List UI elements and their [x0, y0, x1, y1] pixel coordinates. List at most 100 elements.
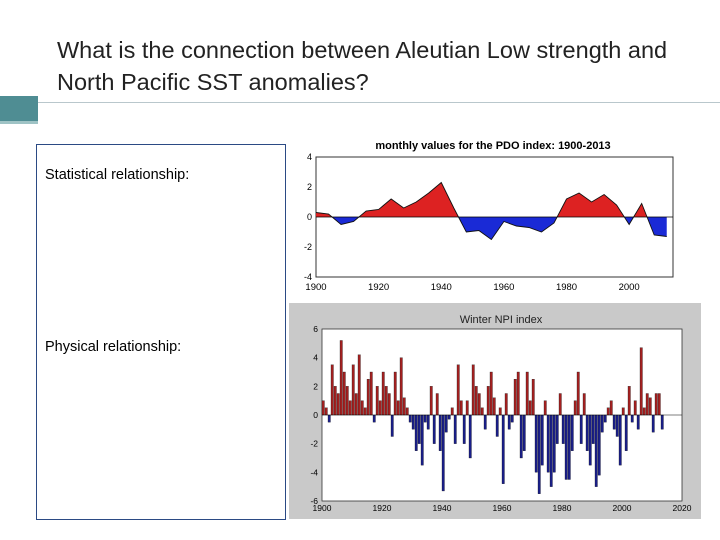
- pdo-y-tick-label: -2: [304, 242, 312, 252]
- npi-bar: [393, 371, 397, 416]
- npi-bar: [501, 414, 505, 484]
- npi-bar: [615, 414, 619, 437]
- npi-bar: [558, 393, 562, 416]
- npi-bar: [411, 414, 415, 430]
- npi-bar: [603, 414, 607, 423]
- npi-bar: [345, 386, 349, 416]
- npi-bar: [597, 414, 601, 476]
- npi-bar: [579, 414, 583, 444]
- npi-bar: [633, 400, 637, 416]
- npi-bar: [645, 393, 649, 416]
- npi-bar: [321, 400, 325, 416]
- npi-bar: [540, 414, 544, 466]
- npi-bar: [474, 386, 478, 416]
- content-placeholder[interactable]: Statistical relationship: Physical relat…: [36, 144, 286, 520]
- npi-bar: [486, 386, 490, 416]
- npi-bar: [570, 414, 574, 451]
- npi-bar: [480, 407, 484, 416]
- npi-bar: [456, 364, 460, 416]
- npi-bar: [531, 379, 535, 416]
- physical-relationship-label: Physical relationship:: [45, 339, 182, 355]
- npi-x-ticks: 1900 1920 1940 1960 1980 2000 2020: [313, 503, 692, 513]
- pdo-negative-area: [316, 217, 667, 240]
- npi-bar: [621, 407, 625, 416]
- npi-bar: [330, 364, 334, 416]
- npi-bar: [534, 414, 538, 473]
- npi-bar: [657, 393, 661, 416]
- npi-bar: [375, 386, 379, 416]
- npi-bar: [624, 414, 628, 451]
- npi-bar: [471, 364, 475, 416]
- pdo-x-tick-label: 1940: [431, 282, 452, 293]
- npi-bar: [495, 414, 499, 437]
- npi-bar: [513, 379, 517, 416]
- npi-y-tick-label: 6: [313, 324, 318, 334]
- npi-bar: [552, 414, 556, 473]
- pdo-x-ticks: 1900 1920 1940 1960 1980 2000: [305, 282, 639, 293]
- npi-bar: [342, 371, 346, 416]
- pdo-x-tick-label: 1960: [493, 282, 514, 293]
- npi-bar: [585, 414, 589, 451]
- npi-bar: [468, 414, 472, 459]
- npi-bar: [636, 414, 640, 430]
- npi-bar: [609, 400, 613, 416]
- pdo-series: [315, 181, 667, 241]
- pdo-y-tick-label: 0: [307, 212, 312, 222]
- npi-bar: [648, 397, 652, 416]
- npi-bar: [627, 386, 631, 416]
- npi-bar: [432, 414, 436, 444]
- npi-bar: [324, 407, 328, 416]
- npi-bar: [348, 400, 352, 416]
- pdo-chart-title: monthly values for the PDO index: 1900-2…: [375, 140, 610, 152]
- npi-bar: [516, 371, 520, 416]
- npi-chart-title: Winter NPI index: [460, 314, 543, 326]
- npi-bar: [477, 393, 481, 416]
- npi-bar: [510, 414, 514, 423]
- npi-bar: [651, 414, 655, 433]
- npi-bar: [600, 414, 604, 433]
- npi-bar: [537, 414, 541, 494]
- pdo-x-tick-label: 1920: [368, 282, 389, 293]
- npi-bar: [351, 364, 355, 416]
- npi-bar: [405, 407, 409, 416]
- npi-bar: [357, 354, 361, 416]
- npi-bar: [507, 414, 511, 430]
- npi-bar: [333, 386, 337, 416]
- npi-bar: [519, 414, 523, 459]
- npi-bar: [414, 414, 418, 451]
- npi-bar: [396, 400, 400, 416]
- pdo-x-tick-label: 1980: [556, 282, 577, 293]
- npi-bar: [417, 414, 421, 444]
- npi-bar: [639, 347, 643, 416]
- npi-bar: [465, 400, 469, 416]
- npi-bar: [591, 414, 595, 444]
- slide-title: What is the connection between Aleutian …: [57, 37, 668, 95]
- npi-bar: [384, 386, 388, 416]
- accent-stripe: [0, 121, 38, 124]
- npi-bar: [492, 397, 496, 416]
- npi-bar: [429, 386, 433, 416]
- npi-bar: [426, 414, 430, 430]
- pdo-x-tick-label: 1900: [305, 282, 326, 293]
- npi-bar: [618, 414, 622, 466]
- npi-bar: [576, 371, 580, 416]
- npi-bar: [354, 393, 358, 416]
- npi-bar: [366, 379, 370, 416]
- npi-bar: [588, 414, 592, 466]
- title-divider: [0, 102, 720, 103]
- npi-bar: [408, 414, 412, 423]
- npi-bar: [549, 414, 553, 487]
- npi-bar: [360, 400, 364, 416]
- npi-bar: [462, 414, 466, 444]
- npi-bar: [594, 414, 598, 487]
- npi-bar: [390, 414, 394, 437]
- npi-bar: [561, 414, 565, 444]
- accent-block: [0, 96, 38, 121]
- npi-bar: [567, 414, 571, 480]
- pdo-y-ticks: 4 2 0 -2 -4: [304, 152, 312, 282]
- npi-bar: [612, 414, 616, 430]
- npi-bar: [546, 414, 550, 473]
- npi-x-tick-label: 2020: [673, 503, 692, 513]
- npi-bar: [543, 400, 547, 416]
- npi-x-tick-label: 1980: [553, 503, 572, 513]
